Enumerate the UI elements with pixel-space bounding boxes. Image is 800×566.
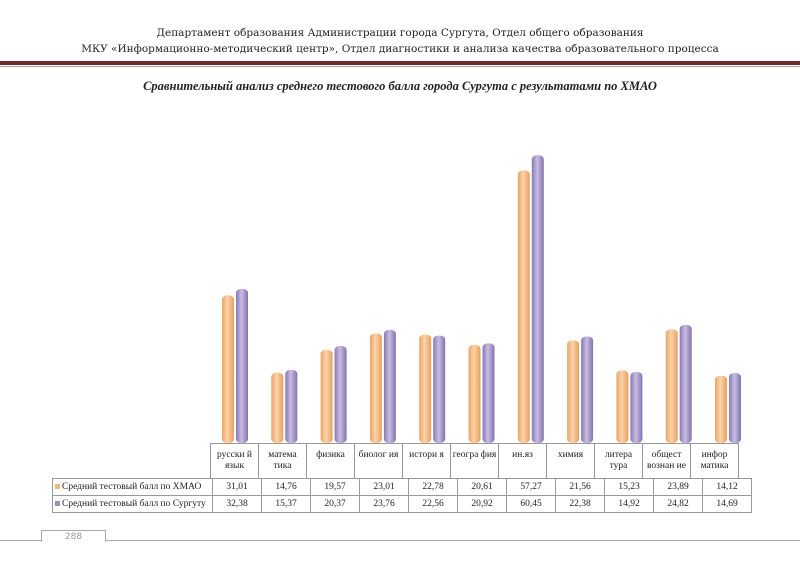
bar-surgut [630, 371, 643, 443]
data-label: 15,23 [604, 478, 654, 496]
table-row: Средний тестовый балл по Сургуту 32,38 15,… [52, 495, 752, 513]
category-label: геогра фия [450, 443, 499, 479]
header-line-1: Департамент образования Администрации го… [156, 27, 644, 39]
bar-hmao [715, 375, 727, 443]
series-name: Средний тестовый балл по ХМАО [62, 482, 202, 492]
data-label: 20,92 [457, 495, 507, 513]
header-line-2: МКУ «Информационно-методический центр», … [81, 43, 719, 55]
bar-surgut [433, 335, 446, 443]
category-label: биолог ия [354, 443, 403, 479]
bar-surgut [482, 343, 495, 443]
data-label: 57,27 [506, 478, 556, 496]
data-label: 24,82 [653, 495, 703, 513]
bar-surgut [285, 369, 298, 443]
legend-key [55, 501, 60, 507]
data-label: 60,45 [506, 495, 556, 513]
data-table-categories: русски й язык матема тика физика биолог ия и… [210, 443, 739, 479]
data-table-values: Средний тестовый балл по ХМАО 31,01 14,76 1… [52, 478, 752, 513]
bar-surgut [236, 288, 248, 443]
data-label: 14,12 [702, 478, 752, 496]
data-label: 23,89 [653, 478, 703, 496]
data-label: 14,69 [702, 495, 752, 513]
data-label: 14,92 [604, 495, 654, 513]
table-row: Средний тестовый балл по ХМАО 31,01 14,76 1… [52, 478, 752, 496]
category-label: матема тика [258, 443, 307, 479]
data-label: 20,61 [457, 478, 507, 496]
bar-hmao [320, 349, 333, 443]
data-label: 19,57 [310, 478, 360, 496]
legend-entry: Средний тестовый балл по Сургуту [52, 495, 213, 513]
bar-hmao [419, 334, 432, 443]
page-number: 288 [41, 530, 106, 542]
bar-hmao [369, 333, 382, 443]
bar-surgut [334, 346, 347, 443]
category-label: ин.яз [498, 443, 547, 479]
category-label: инфор матика [690, 443, 739, 479]
bar-hmao [665, 329, 678, 443]
data-label: 22,38 [555, 495, 605, 513]
bar-hmao [468, 344, 481, 443]
chart-title: Сравнительный анализ среднего тестового … [143, 79, 657, 93]
data-label: 21,56 [555, 478, 605, 496]
series-name: Средний тестовый балл по Сургуту [62, 499, 206, 509]
category-label: литера тура [594, 443, 643, 479]
data-label: 22,56 [408, 495, 458, 513]
header-rule [0, 61, 800, 65]
footer-rule [0, 540, 800, 541]
bar-surgut [581, 336, 594, 443]
data-label: 23,01 [359, 478, 409, 496]
legend-entry: Средний тестовый балл по ХМАО [52, 478, 213, 496]
bar-hmao [517, 170, 530, 443]
data-label: 31,01 [212, 478, 262, 496]
data-label: 14,76 [261, 478, 311, 496]
bar-hmao [271, 372, 284, 443]
bar-surgut [729, 373, 741, 443]
category-label: физика [306, 443, 355, 479]
data-label: 20,37 [310, 495, 360, 513]
data-label: 23,76 [359, 495, 409, 513]
category-label: русски й язык [210, 443, 259, 479]
bar-surgut [679, 324, 692, 443]
header-rule-thin [0, 66, 800, 67]
bar-surgut [383, 329, 396, 443]
legend-key [55, 484, 60, 490]
bar-hmao [616, 370, 629, 443]
bar-hmao [222, 295, 234, 443]
category-label: общест вознан ие [642, 443, 691, 479]
bar-hmao [567, 340, 580, 443]
category-label: истори я [402, 443, 451, 479]
category-label: химия [546, 443, 595, 479]
bar-surgut [531, 155, 544, 443]
data-label: 15,37 [261, 495, 311, 513]
data-label: 22,78 [408, 478, 458, 496]
data-label: 32,38 [212, 495, 262, 513]
